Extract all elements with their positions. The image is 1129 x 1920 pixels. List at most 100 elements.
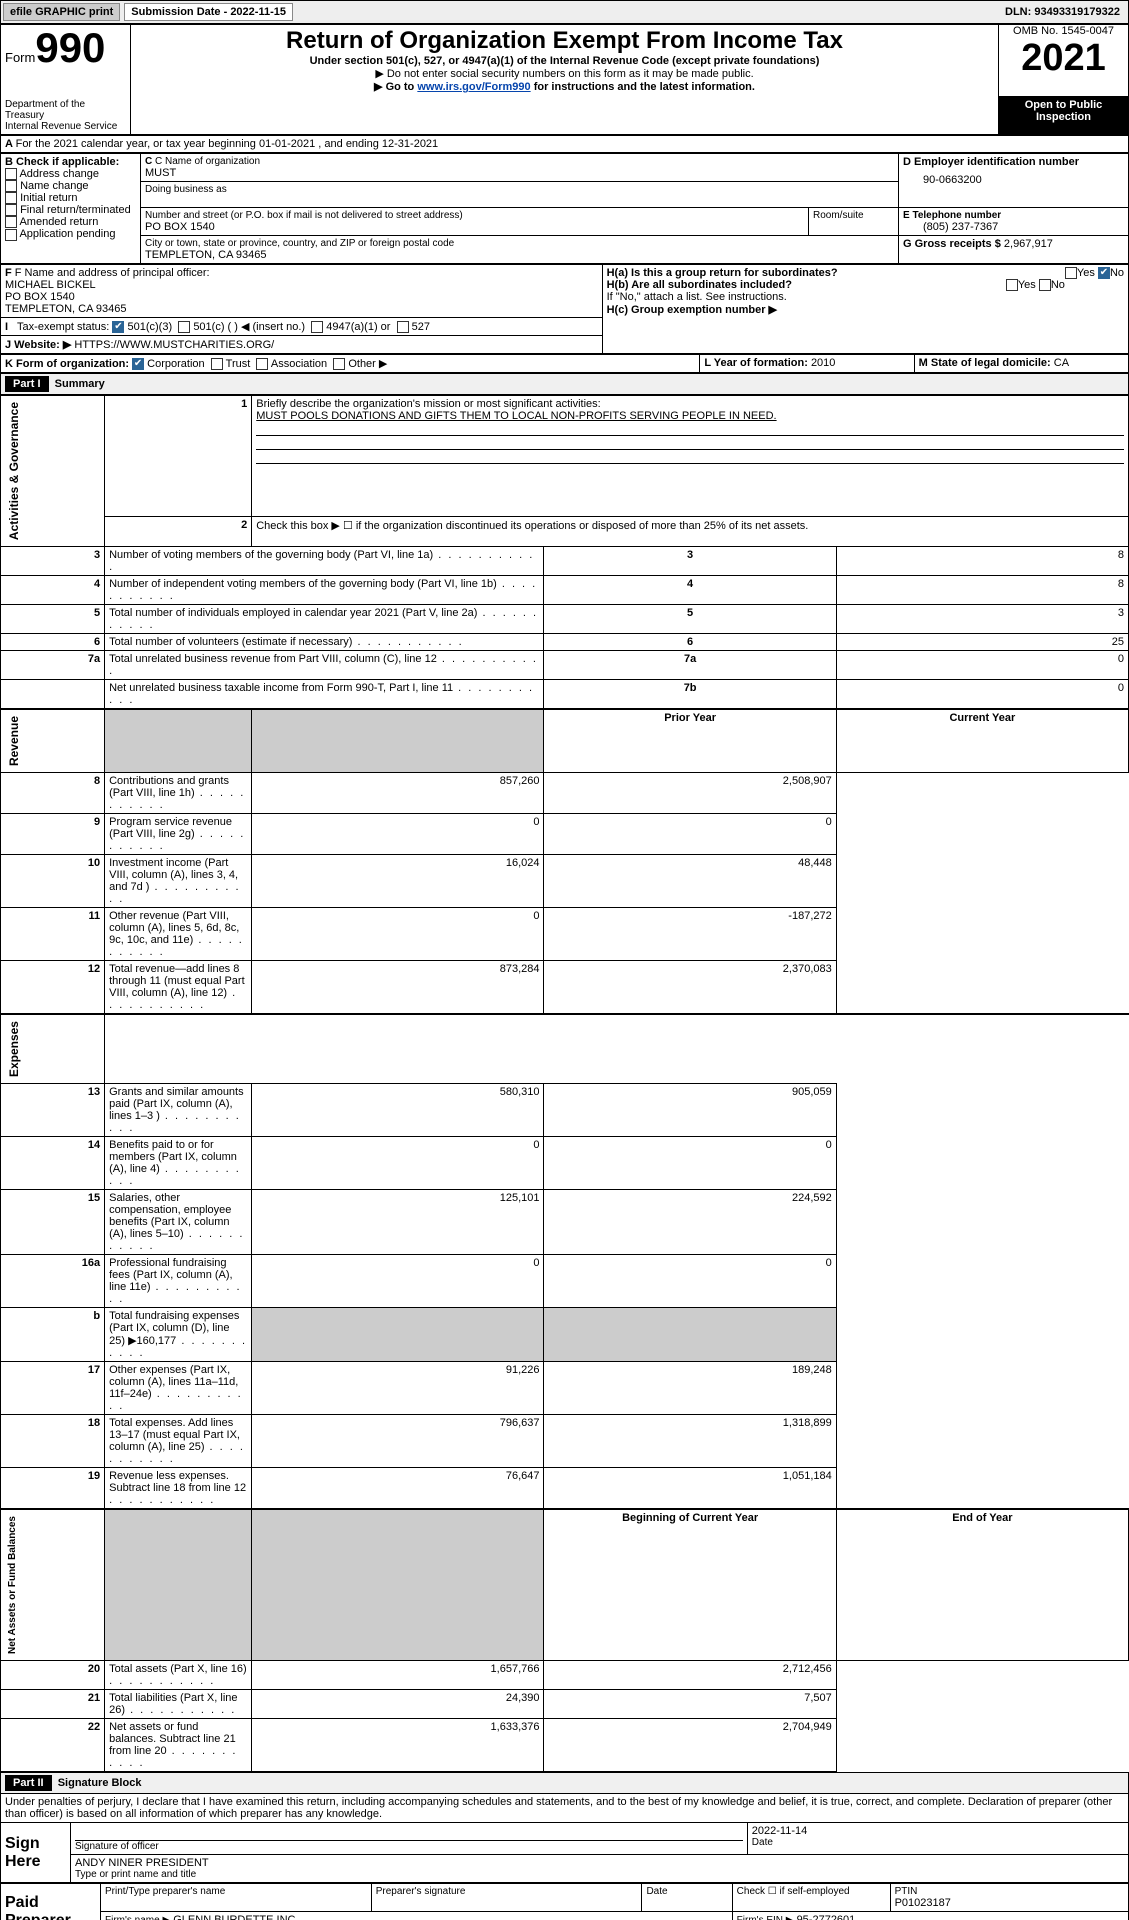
part-ii-title: Signature Block: [58, 1777, 142, 1789]
sig-date-label: Date: [752, 1837, 1124, 1848]
box-b-checkbox-5[interactable]: [5, 229, 17, 241]
line-text: Salaries, other compensation, employee b…: [105, 1190, 252, 1255]
street-value: PO BOX 1540: [145, 221, 804, 233]
org-name: MUST: [145, 167, 894, 179]
sig-officer-label: Signature of officer: [75, 1841, 743, 1852]
part-ii-tag: Part II: [5, 1775, 52, 1791]
gross-receipts-label: G Gross receipts $: [903, 238, 1001, 250]
k-other-checkbox[interactable]: [333, 358, 345, 370]
hb-yes-checkbox[interactable]: [1006, 279, 1018, 291]
prior-value: 91,226: [252, 1362, 544, 1415]
line-i: I: [5, 321, 8, 333]
line-text: Net assets or fund balances. Subtract li…: [105, 1719, 252, 1772]
prior-value: 16,024: [252, 855, 544, 908]
form-note-link: ▶ Go to www.irs.gov/Form990 for instruct…: [135, 80, 994, 93]
box-b-checkbox-4[interactable]: [5, 216, 17, 228]
irs-label: Internal Revenue Service: [5, 121, 126, 132]
sign-here-block: Sign Here Signature of officer 2022-11-1…: [0, 1822, 1129, 1883]
top-toolbar: efile GRAPHIC print Submission Date - 20…: [0, 0, 1129, 24]
line1-label: Briefly describe the organization's miss…: [256, 398, 600, 410]
form-word: Form: [5, 50, 35, 65]
box-b-checkbox-1[interactable]: [5, 180, 17, 192]
prior-value: 857,260: [252, 773, 544, 814]
box-b-item: Initial return: [20, 192, 77, 204]
line-box: 6: [544, 634, 836, 651]
klm-row: K Form of organization: ✔ Corporation Tr…: [0, 354, 1129, 373]
te-501c3-checkbox[interactable]: ✔: [112, 321, 124, 333]
line-text: Grants and similar amounts paid (Part IX…: [105, 1084, 252, 1137]
efile-print-button[interactable]: efile GRAPHIC print: [3, 3, 120, 21]
current-value: 2,370,083: [544, 961, 836, 1015]
te-4947-checkbox[interactable]: [311, 321, 323, 333]
officer-type-label: Type or print name and title: [75, 1869, 1124, 1880]
k-corp-checkbox[interactable]: ✔: [132, 358, 144, 370]
col-current: Current Year: [836, 709, 1128, 773]
part-i-header: Part I Summary: [0, 373, 1129, 395]
dba-label: Doing business as: [145, 184, 894, 195]
current-value: 1,318,899: [544, 1415, 836, 1468]
line-text: Other revenue (Part VIII, column (A), li…: [105, 908, 252, 961]
line-num: 11: [1, 908, 105, 961]
prior-value: 1,657,766: [252, 1661, 544, 1690]
website-label: J Website: ▶: [5, 339, 71, 351]
submission-date-button[interactable]: Submission Date - 2022-11-15: [124, 3, 293, 21]
line-num: 19: [1, 1468, 105, 1510]
line-num: 16a: [1, 1255, 105, 1308]
te-501c-checkbox[interactable]: [178, 321, 190, 333]
line-num: 20: [1, 1661, 105, 1690]
officer-name: MICHAEL BICKEL: [5, 279, 598, 291]
prior-value: 0: [252, 814, 544, 855]
line-num: 15: [1, 1190, 105, 1255]
box-b-checkbox-0[interactable]: [5, 168, 17, 180]
line-num: 4: [1, 576, 105, 605]
box-b-item: Application pending: [19, 228, 115, 240]
prior-value: 125,101: [252, 1190, 544, 1255]
exp-section-label: Expenses: [5, 1017, 23, 1081]
line-num: 22: [1, 1719, 105, 1772]
officer-city: TEMPLETON, CA 93465: [5, 303, 598, 315]
org-name-label: C C Name of organization: [145, 156, 894, 167]
k-assoc-checkbox[interactable]: [256, 358, 268, 370]
prior-value: 796,637: [252, 1415, 544, 1468]
tax-exempt-label: Tax-exempt status:: [17, 321, 109, 333]
hb-no-checkbox[interactable]: [1039, 279, 1051, 291]
line-text: Program service revenue (Part VIII, line…: [105, 814, 252, 855]
line-text: Total expenses. Add lines 13–17 (must eq…: [105, 1415, 252, 1468]
te-527-checkbox[interactable]: [397, 321, 409, 333]
box-b-checkbox-3[interactable]: [5, 204, 17, 216]
line-num: 7a: [1, 651, 105, 680]
k-trust-checkbox[interactable]: [211, 358, 223, 370]
box-b-checkbox-2[interactable]: [5, 192, 17, 204]
box-b-item: Address change: [19, 168, 99, 180]
declaration-text: Under penalties of perjury, I declare th…: [0, 1794, 1129, 1822]
box-b-item: Final return/terminated: [20, 204, 131, 216]
ha-no-checkbox[interactable]: ✔: [1098, 267, 1110, 279]
line-num: 17: [1, 1362, 105, 1415]
instructions-link[interactable]: www.irs.gov/Form990: [417, 81, 530, 93]
line-num: 6: [1, 634, 105, 651]
ein-label: D Employer identification number: [903, 156, 1124, 168]
line-box: 4: [544, 576, 836, 605]
line-text: Investment income (Part VIII, column (A)…: [105, 855, 252, 908]
prior-value: 0: [252, 908, 544, 961]
hc-label: H(c) Group exemption number ▶: [607, 303, 1124, 316]
current-value: 0: [544, 1137, 836, 1190]
line-box: 7b: [544, 680, 836, 710]
firm-ein-label: Firm's EIN ▶: [737, 1915, 794, 1920]
ha-yes-checkbox[interactable]: [1065, 267, 1077, 279]
current-value: 905,059: [544, 1084, 836, 1137]
city-value: TEMPLETON, CA 93465: [145, 249, 894, 261]
note2-post: for instructions and the latest informat…: [531, 81, 755, 93]
identity-block: B Check if applicable: Address change Na…: [0, 153, 1129, 264]
prep-sig-label: Preparer's signature: [376, 1886, 638, 1897]
gross-receipts-value: 2,967,917: [1004, 238, 1053, 250]
line-num: 14: [1, 1137, 105, 1190]
line-value: 8: [836, 547, 1128, 576]
officer-street: PO BOX 1540: [5, 291, 598, 303]
part-i-body: Activities & Governance 1 Briefly descri…: [0, 395, 1129, 1772]
line-text: Number of voting members of the governin…: [105, 547, 544, 576]
prior-value: 24,390: [252, 1690, 544, 1719]
hb-label: H(b) Are all subordinates included?: [607, 279, 792, 291]
paid-preparer-label: Paid Preparer Use Only: [1, 1884, 101, 1920]
line-text: Net unrelated business taxable income fr…: [105, 680, 544, 710]
